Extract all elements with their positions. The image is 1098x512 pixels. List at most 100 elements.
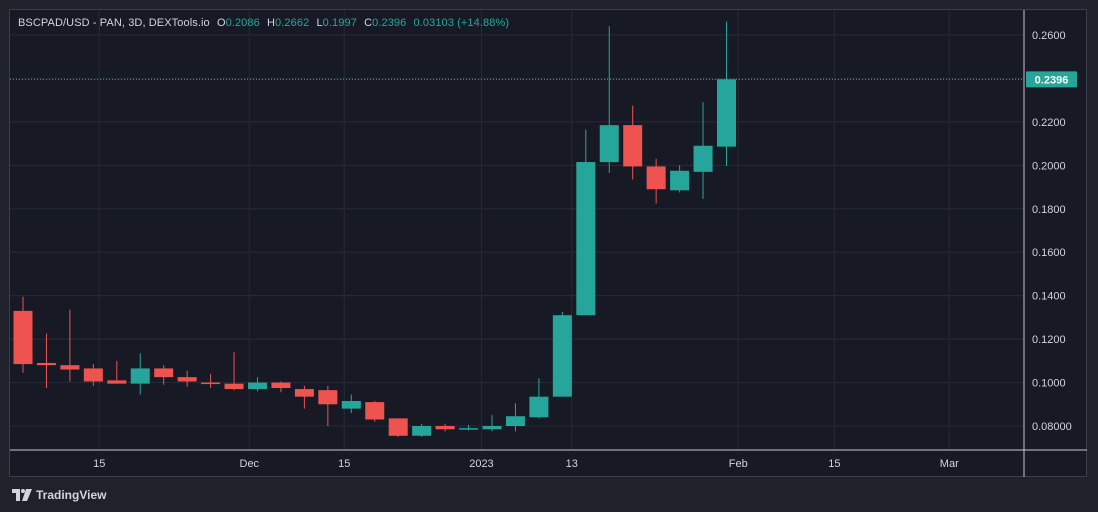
candle-down[interactable] [318, 385, 338, 426]
time-tick-label: 2023 [469, 458, 493, 470]
price-tick-label: 0.1800 [1032, 204, 1066, 216]
candle-up[interactable] [482, 415, 502, 432]
candle-down[interactable] [294, 385, 314, 409]
price-tick-label: 0.1000 [1032, 378, 1066, 390]
candle-body [177, 377, 197, 382]
candle-body [552, 315, 572, 397]
grid [10, 10, 1087, 477]
candle-down[interactable] [177, 370, 197, 387]
price-tick-label: 0.08000 [1032, 421, 1072, 433]
low-value: 0.1997 [322, 17, 357, 29]
price-tick-label: 0.1400 [1032, 291, 1066, 303]
time-tick-label: 15 [828, 458, 840, 470]
candle-body [154, 368, 174, 378]
price-tick-label: 0.2200 [1032, 117, 1066, 129]
candle-down[interactable] [36, 333, 56, 388]
candle-body [459, 428, 479, 430]
high-value: 0.2662 [275, 17, 310, 29]
candle-down[interactable] [60, 309, 80, 382]
candle-body [693, 145, 713, 172]
time-tick-label: Mar [940, 458, 959, 470]
open-label: O [216, 17, 226, 29]
candle-up[interactable] [341, 394, 361, 413]
candle-down[interactable] [201, 373, 221, 388]
candle-down[interactable] [388, 418, 408, 437]
candle-down[interactable] [435, 423, 455, 432]
open-value: 0.2086 [225, 17, 260, 29]
high-label: H [267, 17, 276, 29]
candle-body [482, 426, 502, 430]
candle-up[interactable] [459, 424, 479, 431]
candle-up[interactable] [412, 423, 432, 437]
time-tick-label: 13 [566, 458, 578, 470]
tradingview-branding[interactable]: TradingView [12, 486, 106, 504]
candle-up[interactable] [576, 129, 596, 316]
candle-body [271, 382, 291, 388]
last-price-badge [1026, 71, 1077, 88]
last-price-line: 0.2396 [10, 71, 1077, 88]
candle-up[interactable] [505, 403, 525, 432]
candle-down[interactable] [365, 401, 385, 422]
candle-up[interactable] [693, 102, 713, 200]
candle-up[interactable] [552, 311, 572, 397]
candle-body [646, 166, 666, 190]
candle-body [13, 310, 33, 365]
time-tick-label: Feb [729, 458, 748, 470]
price-tick-label: 0.1600 [1032, 247, 1066, 259]
candle-body [505, 416, 525, 426]
candle-body [294, 389, 314, 397]
candle-body [60, 365, 80, 370]
candle-down[interactable] [13, 296, 33, 373]
candle-up[interactable] [248, 377, 267, 392]
candle-body [717, 79, 736, 147]
candle-body [224, 383, 244, 390]
price-tick-label: 0.2000 [1032, 160, 1066, 172]
change-value: 0.03103 (+14.88%) [413, 17, 510, 29]
candle-up[interactable] [130, 353, 150, 395]
time-tick-label: 15 [93, 458, 105, 470]
candle-up[interactable] [529, 378, 549, 419]
candle-up[interactable] [717, 21, 736, 166]
candle-body [83, 368, 103, 382]
candle-body [201, 382, 221, 385]
candle-up[interactable] [670, 165, 690, 193]
candle-body [576, 162, 596, 316]
candle-body [36, 363, 56, 366]
candle-body [623, 125, 643, 167]
candle-down[interactable] [83, 364, 103, 386]
candle-down[interactable] [271, 381, 291, 393]
candle-up[interactable] [599, 26, 619, 173]
candle-body [365, 402, 385, 420]
close-value: 0.2396 [372, 17, 407, 29]
candle-body [341, 401, 361, 409]
time-tick-label: 15 [338, 458, 350, 470]
last-price-label: 0.2396 [1035, 74, 1069, 86]
time-axis: 15 Dec 15 2023 13 Feb 15 Mar [93, 458, 959, 470]
candle-body [670, 170, 690, 191]
candle-body [107, 380, 127, 384]
candle-down[interactable] [623, 105, 643, 180]
price-tick-label: 0.2600 [1032, 30, 1066, 42]
candle-body [599, 125, 619, 163]
candle-body [248, 382, 267, 390]
close-label: C [364, 17, 373, 29]
candles [13, 21, 736, 437]
candle-body [529, 396, 549, 418]
candle-body [130, 368, 150, 384]
low-label: L [316, 17, 323, 29]
tradingview-label: TradingView [36, 488, 107, 502]
candle-down[interactable] [107, 360, 127, 384]
candle-body [412, 426, 432, 436]
candle-down[interactable] [154, 365, 174, 385]
legend: BSCPAD/USD - PAN, 3D, DEXTools.io O0.208… [18, 17, 509, 29]
price-axis: 0.26000.24000.22000.20000.18000.16000.14… [1032, 30, 1072, 433]
tradingview-logo-icon [12, 489, 32, 501]
candle-body [435, 426, 455, 430]
candle-down[interactable] [646, 158, 666, 204]
price-tick-label: 0.1200 [1032, 334, 1066, 346]
candle-down[interactable] [224, 352, 244, 391]
time-tick-label: Dec [240, 458, 260, 470]
candle-body [388, 418, 408, 436]
symbol-title: BSCPAD/USD - PAN, 3D, DEXTools.io [18, 17, 210, 29]
